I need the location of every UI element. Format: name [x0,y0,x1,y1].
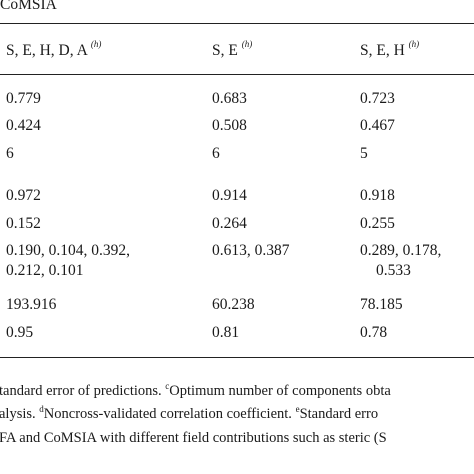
footnote-2-text-c: Standard erro [299,406,379,422]
cell-r6-c3-line2: 0.533 [376,262,411,279]
column-header-3-note: (h) [408,38,420,49]
cell-r3-c1: 6 [6,145,14,162]
bottom-rule [0,357,474,358]
top-rule [0,23,474,24]
cell-r2-c3: 0.467 [360,117,395,134]
cell-r8-c1: 0.95 [6,324,34,341]
column-header-2-note: (h) [241,38,253,49]
cell-r6-c1-line1: 0.190, 0.104, 0.392, [6,242,130,259]
column-header-3: S, E, H (h) [360,38,420,60]
cell-r2-c1: 0.424 [6,117,41,134]
column-header-1: S, E, H, D, A (h) [6,38,102,60]
cell-r1-c3: 0.723 [360,90,395,107]
footnote-marker-d: d [39,404,44,415]
column-header-1-note: (h) [90,38,102,49]
cell-r4-c3: 0.918 [360,187,395,204]
cell-r1-c1: 0.779 [6,90,41,107]
column-header-2: S, E (h) [212,38,253,60]
footnote-line-3: FA and CoMSIA with different field contr… [0,430,387,446]
cell-r5-c3: 0.255 [360,215,395,232]
section-label-comsia: CoMSIA [0,0,57,13]
column-header-3-label: S, E, H [360,42,405,59]
cell-r7-c3: 78.185 [360,296,403,313]
cell-r6-c2: 0.613, 0.387 [212,242,290,259]
cell-r7-c1: 193.916 [6,296,57,313]
footnote-line-1: tandard error of predictions. cOptimum n… [0,381,391,401]
cell-r4-c2: 0.914 [212,187,247,204]
cell-r5-c1: 0.152 [6,215,41,232]
footnote-2-text-a: alysis. [0,406,36,422]
cell-r2-c2: 0.508 [212,117,247,134]
cell-r4-c1: 0.972 [6,187,41,204]
footnote-marker-e: e [295,404,300,415]
column-header-2-label: S, E [212,42,238,59]
cell-r8-c3: 0.78 [360,324,388,341]
footnote-1-text-b: Optimum number of components obta [169,383,391,399]
cell-r1-c2: 0.683 [212,90,247,107]
column-header-1-label: S, E, H, D, A [6,42,87,59]
cell-r6-c3-line1: 0.289, 0.178, [360,242,442,259]
cell-r5-c2: 0.264 [212,215,247,232]
cell-r6-c1-line2: 0.212, 0.101 [6,262,84,279]
cell-r7-c2: 60.238 [212,296,255,313]
cell-r8-c2: 0.81 [212,324,240,341]
cell-r3-c2: 6 [212,145,220,162]
header-rule [0,74,474,75]
footnote-line-2: alysis. dNoncross-validated correlation … [0,404,378,424]
footnote-2-text-b: Noncross-validated correlation coefficie… [43,406,292,422]
footnote-marker-c: c [165,381,170,392]
cell-r3-c3: 5 [360,145,368,162]
footnote-1-text-a: tandard error of predictions. [0,383,162,399]
